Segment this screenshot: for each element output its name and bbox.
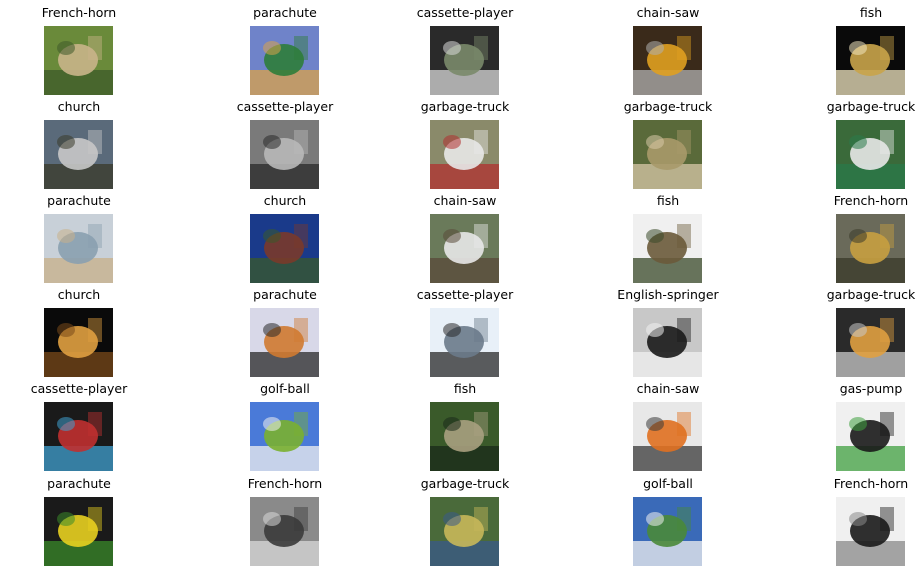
grid-cell: chain-saw bbox=[588, 4, 748, 96]
image-label: garbage-truck bbox=[826, 287, 916, 302]
parachute-photo bbox=[250, 308, 319, 377]
grid-cell: garbage-truck bbox=[791, 286, 920, 378]
image-label: cassette-player bbox=[236, 99, 334, 114]
cassette-player-photo bbox=[430, 308, 499, 377]
grid-cell: golf-ball bbox=[588, 475, 748, 567]
grid-cell: fish bbox=[385, 380, 545, 472]
image-label: garbage-truck bbox=[623, 99, 713, 114]
grid-cell: parachute bbox=[0, 192, 159, 284]
grid-cell: garbage-truck bbox=[385, 475, 545, 567]
grid-cell: golf-ball bbox=[205, 380, 365, 472]
french-horn-photo bbox=[44, 26, 113, 95]
cassette-player-photo bbox=[44, 402, 113, 471]
chain-saw-photo bbox=[430, 214, 499, 283]
image-label: church bbox=[263, 193, 307, 208]
garbage-truck-photo bbox=[430, 497, 499, 566]
grid-cell: church bbox=[0, 98, 159, 190]
image-label: English-springer bbox=[617, 287, 719, 302]
image-label: chain-saw bbox=[636, 381, 700, 396]
image-label: golf-ball bbox=[260, 381, 310, 396]
golf-ball-photo bbox=[633, 497, 702, 566]
image-label: fish bbox=[656, 193, 680, 208]
chain-saw-photo bbox=[633, 26, 702, 95]
image-label: chain-saw bbox=[433, 193, 497, 208]
cassette-player-photo bbox=[430, 26, 499, 95]
parachute-photo bbox=[250, 26, 319, 95]
cassette-player-photo bbox=[250, 120, 319, 189]
fish-photo bbox=[836, 26, 905, 95]
image-label: French-horn bbox=[247, 476, 323, 491]
grid-cell: cassette-player bbox=[0, 380, 159, 472]
french-horn-photo bbox=[836, 214, 905, 283]
grid-cell: parachute bbox=[0, 475, 159, 567]
golf-ball-photo bbox=[250, 402, 319, 471]
image-label: parachute bbox=[47, 193, 111, 208]
grid-cell: church bbox=[0, 286, 159, 378]
grid-cell: gas-pump bbox=[791, 380, 920, 472]
parachute-photo bbox=[44, 214, 113, 283]
grid-cell: parachute bbox=[205, 4, 365, 96]
fish-photo bbox=[430, 402, 499, 471]
image-label: parachute bbox=[253, 287, 317, 302]
image-label: garbage-truck bbox=[420, 476, 510, 491]
grid-cell: garbage-truck bbox=[588, 98, 748, 190]
image-label: cassette-player bbox=[30, 381, 128, 396]
french-horn-photo bbox=[250, 497, 319, 566]
grid-cell: English-springer bbox=[588, 286, 748, 378]
image-label: cassette-player bbox=[416, 5, 514, 20]
grid-cell: French-horn bbox=[0, 4, 159, 96]
grid-cell: French-horn bbox=[791, 475, 920, 567]
grid-cell: French-horn bbox=[205, 475, 365, 567]
grid-cell: fish bbox=[588, 192, 748, 284]
grid-cell: chain-saw bbox=[385, 192, 545, 284]
grid-cell: church bbox=[205, 192, 365, 284]
image-label: fish bbox=[453, 381, 477, 396]
grid-cell: cassette-player bbox=[205, 98, 365, 190]
fish-photo bbox=[633, 214, 702, 283]
grid-cell: parachute bbox=[205, 286, 365, 378]
grid-cell: garbage-truck bbox=[791, 98, 920, 190]
grid-cell: cassette-player bbox=[385, 4, 545, 96]
image-label: garbage-truck bbox=[420, 99, 510, 114]
church-photo bbox=[44, 120, 113, 189]
garbage-truck-photo bbox=[836, 308, 905, 377]
image-label: church bbox=[57, 287, 101, 302]
image-label: golf-ball bbox=[643, 476, 693, 491]
gas-pump-photo bbox=[836, 402, 905, 471]
image-label: garbage-truck bbox=[826, 99, 916, 114]
grid-cell: fish bbox=[791, 4, 920, 96]
image-label: French-horn bbox=[41, 5, 117, 20]
garbage-truck-photo bbox=[836, 120, 905, 189]
chain-saw-photo bbox=[633, 402, 702, 471]
parachute-photo bbox=[44, 497, 113, 566]
grid-cell: garbage-truck bbox=[385, 98, 545, 190]
grid-cell: cassette-player bbox=[385, 286, 545, 378]
french-horn-photo bbox=[836, 497, 905, 566]
image-label: French-horn bbox=[833, 476, 909, 491]
image-label: church bbox=[57, 99, 101, 114]
grid-cell: French-horn bbox=[791, 192, 920, 284]
church-photo bbox=[44, 308, 113, 377]
image-label: French-horn bbox=[833, 193, 909, 208]
image-label: gas-pump bbox=[839, 381, 903, 396]
image-label: cassette-player bbox=[416, 287, 514, 302]
dog-photo bbox=[633, 308, 702, 377]
image-label: parachute bbox=[253, 5, 317, 20]
church-photo bbox=[250, 214, 319, 283]
image-label: chain-saw bbox=[636, 5, 700, 20]
image-label: fish bbox=[859, 5, 883, 20]
garbage-truck-photo bbox=[633, 120, 702, 189]
garbage-truck-photo bbox=[430, 120, 499, 189]
grid-cell: chain-saw bbox=[588, 380, 748, 472]
image-label: parachute bbox=[47, 476, 111, 491]
